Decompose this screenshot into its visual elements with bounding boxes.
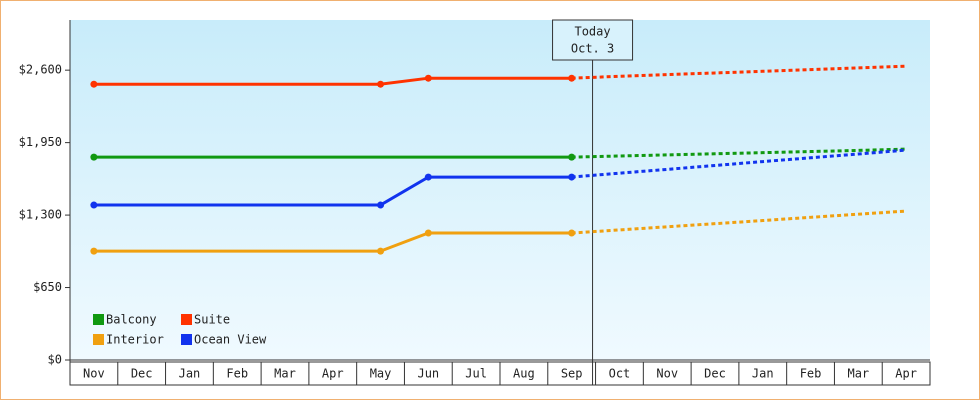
series-point <box>90 201 98 209</box>
legend-swatch <box>181 334 192 345</box>
x-tick-label: Sep <box>561 367 583 381</box>
legend-swatch <box>93 314 104 325</box>
legend-label: Interior <box>106 333 164 347</box>
x-tick-label: Mar <box>274 367 296 381</box>
series-line <box>93 231 572 253</box>
legend-label: Balcony <box>106 313 157 327</box>
x-tick-label: Apr <box>895 367 917 381</box>
x-tick-label: Jan <box>179 367 201 381</box>
today-date: Oct. 3 <box>571 42 614 56</box>
y-tick-label: $0 <box>48 353 62 367</box>
y-tick-label: $1,300 <box>19 208 62 222</box>
today-label: Today <box>574 25 610 39</box>
x-tick-label: Jun <box>417 367 439 381</box>
x-tick-label: Jan <box>752 367 774 381</box>
series-point <box>424 74 432 82</box>
x-tick-label: Dec <box>131 367 153 381</box>
plot-area <box>70 20 930 360</box>
legend-label: Ocean View <box>194 333 267 347</box>
series-point <box>90 80 98 88</box>
x-tick-label: Mar <box>847 367 869 381</box>
x-tick-label: Feb <box>800 367 822 381</box>
y-tick-label: $1,950 <box>19 135 62 149</box>
legend-swatch <box>181 314 192 325</box>
x-tick-label: Nov <box>83 367 105 381</box>
x-tick-label: Dec <box>704 367 726 381</box>
x-tick-label: May <box>370 367 392 381</box>
today-box <box>552 19 634 61</box>
legend-label: Suite <box>194 313 230 327</box>
series-point <box>90 247 98 255</box>
x-tick-label: Aug <box>513 367 535 381</box>
series-point <box>424 229 432 237</box>
x-tick-label: Jul <box>465 367 487 381</box>
series-point <box>377 201 385 209</box>
series-point <box>424 173 432 181</box>
y-tick-label: $2,600 <box>19 63 62 77</box>
x-tick-label: Nov <box>656 367 678 381</box>
x-tick-label: Feb <box>226 367 248 381</box>
y-tick-label: $650 <box>33 280 62 294</box>
series-line <box>93 76 572 86</box>
x-tick-label: Apr <box>322 367 344 381</box>
legend-swatch <box>93 334 104 345</box>
series-point <box>377 247 385 255</box>
series-point <box>377 80 385 88</box>
series-line <box>93 175 572 207</box>
x-tick-label: Oct <box>609 367 631 381</box>
series-point <box>90 153 98 161</box>
